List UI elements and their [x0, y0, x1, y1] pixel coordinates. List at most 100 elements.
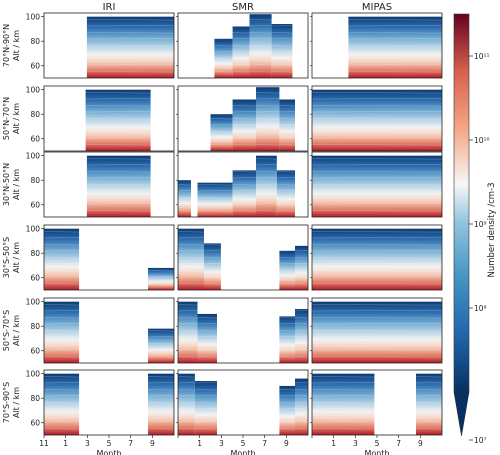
- contour-line: [311, 210, 443, 212]
- contour-line: [311, 190, 443, 192]
- panel-mipas-row-6: [310, 369, 443, 436]
- contour-line: [311, 131, 443, 133]
- contour-line: [177, 244, 205, 246]
- contour-line: [203, 244, 221, 246]
- contour-line: [85, 98, 151, 100]
- contour-line: [271, 38, 293, 40]
- contour-line: [177, 349, 198, 351]
- contour-line: [311, 349, 443, 351]
- contour-line: [294, 263, 309, 265]
- row-label: 70°N-90°N: [2, 24, 11, 67]
- y-tick-label: 60: [30, 347, 40, 356]
- contour-line: [85, 144, 151, 146]
- x-tick-label: 3: [219, 439, 224, 448]
- contour-line: [232, 131, 257, 133]
- contour-line: [415, 421, 443, 423]
- contour-line: [311, 250, 443, 252]
- contour-line: [311, 98, 443, 100]
- contour-line: [86, 171, 151, 173]
- data-region: [86, 155, 151, 217]
- contour-line: [194, 395, 218, 397]
- contour-line: [147, 276, 175, 278]
- contour-line: [279, 402, 296, 404]
- contour-line: [279, 111, 296, 113]
- contour-line: [43, 237, 80, 239]
- contour-line: [86, 64, 175, 66]
- contour-line: [86, 32, 175, 34]
- contour-line: [177, 415, 195, 417]
- contour-line: [86, 19, 175, 21]
- contour-line: [232, 184, 257, 186]
- contour-line: [147, 389, 175, 391]
- data-region: [279, 316, 295, 363]
- data-region: [214, 38, 233, 78]
- contour-line: [311, 164, 443, 166]
- panel-iri-row-4: 60 80 100: [26, 224, 175, 291]
- data-region: [232, 26, 250, 78]
- x-tick-label: 7: [128, 439, 133, 448]
- contour-line: [311, 283, 443, 285]
- contour-line: [249, 19, 272, 21]
- contour-line: [194, 428, 218, 430]
- data-region: [194, 381, 217, 435]
- data-region: [279, 250, 295, 290]
- panel-smr-row-4: [176, 224, 309, 291]
- contour-line: [271, 58, 293, 60]
- contour-line: [294, 330, 309, 332]
- contour-line: [194, 415, 218, 417]
- x-axis-label: Month: [96, 449, 121, 455]
- panel-frame: [177, 297, 309, 364]
- contour-line: [255, 144, 280, 146]
- contour-line: [279, 283, 296, 285]
- contour-line: [197, 197, 233, 199]
- contour-line: [279, 356, 296, 358]
- contour-line: [294, 270, 309, 272]
- contour-line: [294, 317, 309, 319]
- contour-line: [197, 190, 233, 192]
- colorbar-label: Number density /cm-3: [487, 182, 497, 277]
- contour-line: [311, 184, 443, 186]
- panel-frame: [43, 85, 175, 152]
- contour-line: [147, 402, 175, 404]
- data-region: [148, 373, 174, 435]
- contour-line: [177, 408, 195, 410]
- contour-line: [232, 38, 250, 40]
- x-axis-label: Month: [230, 449, 255, 455]
- colorbar-tick-label: 10⁸: [474, 304, 487, 313]
- contour-line: [311, 237, 443, 239]
- x-tick-label: 11: [39, 439, 49, 448]
- data-region: [86, 16, 174, 78]
- contour-line: [203, 283, 221, 285]
- contour-line: [232, 71, 250, 73]
- contour-line: [214, 51, 233, 53]
- contour-line: [249, 38, 272, 40]
- contour-line: [232, 58, 250, 60]
- panel-frame: [43, 12, 175, 79]
- contour-line: [210, 118, 233, 120]
- contour-line: [203, 276, 221, 278]
- contour-line: [177, 310, 198, 312]
- y-tick-label: 60: [30, 135, 40, 144]
- contour-line: [177, 270, 205, 272]
- x-tick-label: 5: [107, 439, 112, 448]
- contour-line: [147, 408, 175, 410]
- contour-line: [177, 231, 205, 233]
- x-tick-label: 1: [63, 439, 68, 448]
- colorbar-tick-label: 10⁷: [474, 436, 487, 445]
- row-label: 50°N-70°N: [2, 97, 11, 140]
- contour-line: [232, 210, 257, 212]
- contour-line: [177, 330, 198, 332]
- contour-line: [194, 402, 218, 404]
- contour-line: [294, 421, 309, 423]
- y-tick-label: 80: [30, 249, 40, 258]
- contour-line: [348, 25, 443, 27]
- y-axis-label: Alt / km: [12, 242, 21, 273]
- contour-line: [311, 111, 443, 113]
- contour-line: [311, 92, 443, 94]
- contour-line: [147, 395, 175, 397]
- contour-line: [294, 257, 309, 259]
- panel-iri-row-6: 60 80 100: [26, 369, 175, 436]
- contour-line: [311, 336, 443, 338]
- contour-line: [177, 356, 198, 358]
